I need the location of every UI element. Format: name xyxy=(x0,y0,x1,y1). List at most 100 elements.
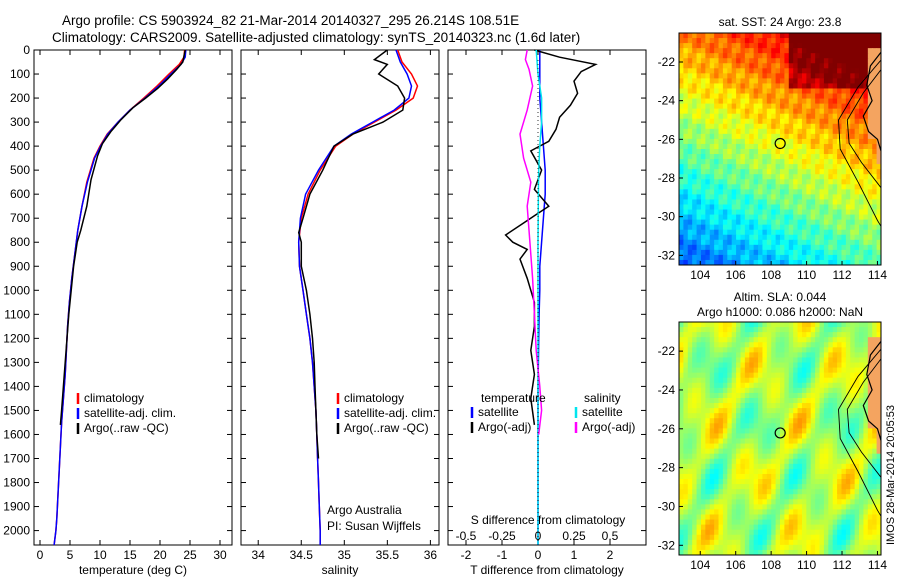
sla-cell xyxy=(753,337,759,343)
sla-cell xyxy=(714,519,720,526)
sla-cell xyxy=(793,448,799,455)
sla-cell xyxy=(867,539,873,546)
difference-legend-heading: salinity xyxy=(584,391,621,405)
sla-cell xyxy=(819,413,825,419)
sla-cell xyxy=(683,387,689,394)
sla-cell xyxy=(775,372,781,379)
sla-cell xyxy=(731,423,737,429)
sst-cell xyxy=(705,43,711,49)
sla-cell xyxy=(872,524,878,531)
sla-cell xyxy=(718,357,724,364)
sst-cell xyxy=(771,234,777,241)
sla-cell xyxy=(819,428,825,434)
sst-cell xyxy=(762,234,768,241)
sst-cell xyxy=(762,83,768,89)
sst-cell xyxy=(793,123,799,130)
sst-cell xyxy=(819,174,825,180)
sla-cell xyxy=(854,397,860,404)
sst-cell xyxy=(784,209,790,216)
sla-cell xyxy=(788,367,794,374)
sla-cell xyxy=(771,479,777,485)
sla-cell xyxy=(700,438,706,445)
sst-cell xyxy=(718,259,724,266)
sst-cell xyxy=(784,53,790,59)
sst-cell xyxy=(762,149,768,155)
sla-cell xyxy=(801,397,807,404)
sla-cell xyxy=(736,387,741,394)
sla-cell xyxy=(780,473,785,480)
sst-cell xyxy=(815,53,821,59)
sst-cell xyxy=(819,249,825,256)
sst-cell xyxy=(828,254,834,261)
sla-cell xyxy=(753,453,759,460)
sla-cell xyxy=(876,534,882,541)
sla-cell xyxy=(815,514,821,521)
sst-cell xyxy=(815,149,821,155)
sla-cell xyxy=(687,519,693,526)
sla-cell xyxy=(872,433,878,439)
sst-cell xyxy=(731,33,737,39)
sla-cell xyxy=(714,433,720,439)
sla-cell xyxy=(797,413,803,419)
sst-cell xyxy=(679,179,684,185)
sst-cell xyxy=(867,254,873,261)
sla-cell xyxy=(709,544,715,551)
sst-cell xyxy=(714,244,720,251)
sla-cell xyxy=(775,453,781,460)
temperature-ytick-label: 700 xyxy=(10,211,30,225)
difference-legend-heading: temperature xyxy=(481,391,546,405)
sst-cell xyxy=(771,254,777,261)
sst-cell xyxy=(709,199,715,205)
sla-cell xyxy=(837,377,842,384)
sst-ytick-label: -24 xyxy=(658,94,676,108)
sst-cell xyxy=(806,224,812,231)
sla-cell xyxy=(740,387,746,394)
sst-cell xyxy=(714,43,720,49)
sst-cell xyxy=(771,108,777,115)
sst-cell xyxy=(775,184,781,190)
sst-cell xyxy=(859,174,864,180)
sst-cell xyxy=(683,128,689,135)
sla-cell xyxy=(766,423,772,429)
sst-cell xyxy=(793,118,799,125)
sst-cell xyxy=(766,98,772,105)
sst-cell xyxy=(867,214,873,221)
sla-cell xyxy=(736,332,741,338)
sst-cell xyxy=(758,179,763,185)
sst-cell xyxy=(696,224,702,231)
sst-cell xyxy=(806,108,812,115)
sla-cell xyxy=(780,428,785,434)
sla-cell xyxy=(806,448,812,455)
sla-cell xyxy=(731,392,737,399)
sla-cell xyxy=(766,514,772,521)
sla-cell xyxy=(705,433,711,439)
sst-cell xyxy=(679,244,684,251)
sla-cell xyxy=(709,367,715,374)
sla-cell xyxy=(832,382,838,389)
sst-cell xyxy=(727,184,733,190)
sla-cell xyxy=(771,443,777,450)
sla-cell xyxy=(736,443,741,450)
sla-cell xyxy=(714,367,720,374)
sla-cell xyxy=(775,534,781,541)
temperature-xtick-label: 25 xyxy=(183,548,197,562)
sst-cell xyxy=(863,154,869,160)
sst-cell xyxy=(867,159,873,165)
sst-cell xyxy=(819,83,825,89)
sla-cell xyxy=(705,443,711,450)
sst-cell xyxy=(722,123,728,130)
sst-cell xyxy=(709,214,715,221)
sla-cell xyxy=(762,337,768,343)
sst-cell xyxy=(758,219,763,226)
sla-cell xyxy=(744,337,750,343)
sla-cell xyxy=(679,484,684,490)
sst-cell xyxy=(854,88,860,95)
sla-cell xyxy=(837,433,842,439)
sst-cell xyxy=(692,149,698,155)
sla-cell xyxy=(758,408,763,414)
sla-cell xyxy=(850,433,856,439)
sla-cell xyxy=(863,463,869,470)
sla-cell xyxy=(828,509,834,515)
sla-cell xyxy=(815,458,821,465)
sst-cell xyxy=(679,68,684,74)
